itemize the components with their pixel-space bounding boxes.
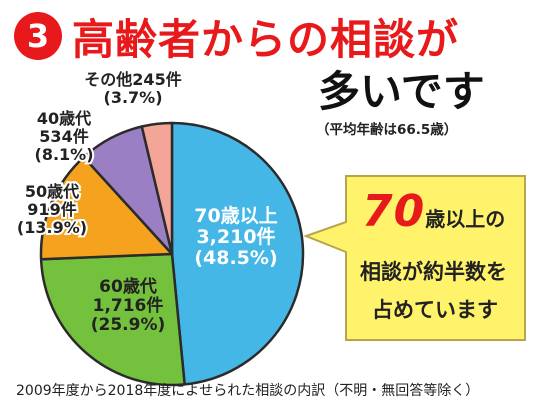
page-title-line2: 多いです bbox=[318, 67, 485, 116]
slice-label: (48.5%) bbox=[194, 247, 277, 269]
slice-label: 70歳以上 bbox=[194, 205, 277, 227]
pie-slice bbox=[39, 252, 186, 387]
callout-line2: 相談が約半数を bbox=[360, 260, 507, 284]
slice-label: (3.7%) bbox=[104, 88, 163, 107]
slice-label: 40歳代 bbox=[37, 109, 91, 128]
slice-label: (25.9%) bbox=[91, 315, 166, 335]
callout-line3: 占めています bbox=[372, 298, 498, 322]
footnote: 2009年度から2018年度によせられた相談の内訳（不明・無回答等除く） bbox=[16, 383, 480, 399]
average-age-note: （平均年齢は66.5歳） bbox=[316, 122, 458, 138]
callout-big-number: 70 bbox=[362, 186, 426, 237]
callout-box bbox=[303, 175, 526, 341]
slice-label: 534件 bbox=[39, 127, 88, 146]
slice-label: 60歳代 bbox=[99, 276, 157, 297]
callout-line1-rest: 歳以上の bbox=[425, 207, 506, 231]
badge-number: 3 bbox=[26, 17, 50, 55]
page-title: 高齢者からの相談が bbox=[72, 15, 460, 64]
slice-label: (13.9%) bbox=[17, 218, 87, 237]
pie-chart bbox=[39, 121, 305, 387]
slice-label: 1,716件 bbox=[93, 295, 164, 316]
slice-label: 50歳代 bbox=[25, 182, 79, 201]
slice-label: 3,210件 bbox=[196, 225, 275, 248]
pie-slice bbox=[170, 121, 305, 386]
slice-label: 919件 bbox=[27, 200, 76, 219]
number-badge bbox=[14, 12, 62, 60]
pie-slice bbox=[39, 155, 174, 261]
pie-slice bbox=[140, 121, 174, 256]
slice-label: (8.1%) bbox=[35, 145, 94, 164]
slice-label: その他245件 bbox=[84, 70, 181, 89]
callout-line1: 70歳以上の bbox=[362, 186, 505, 237]
